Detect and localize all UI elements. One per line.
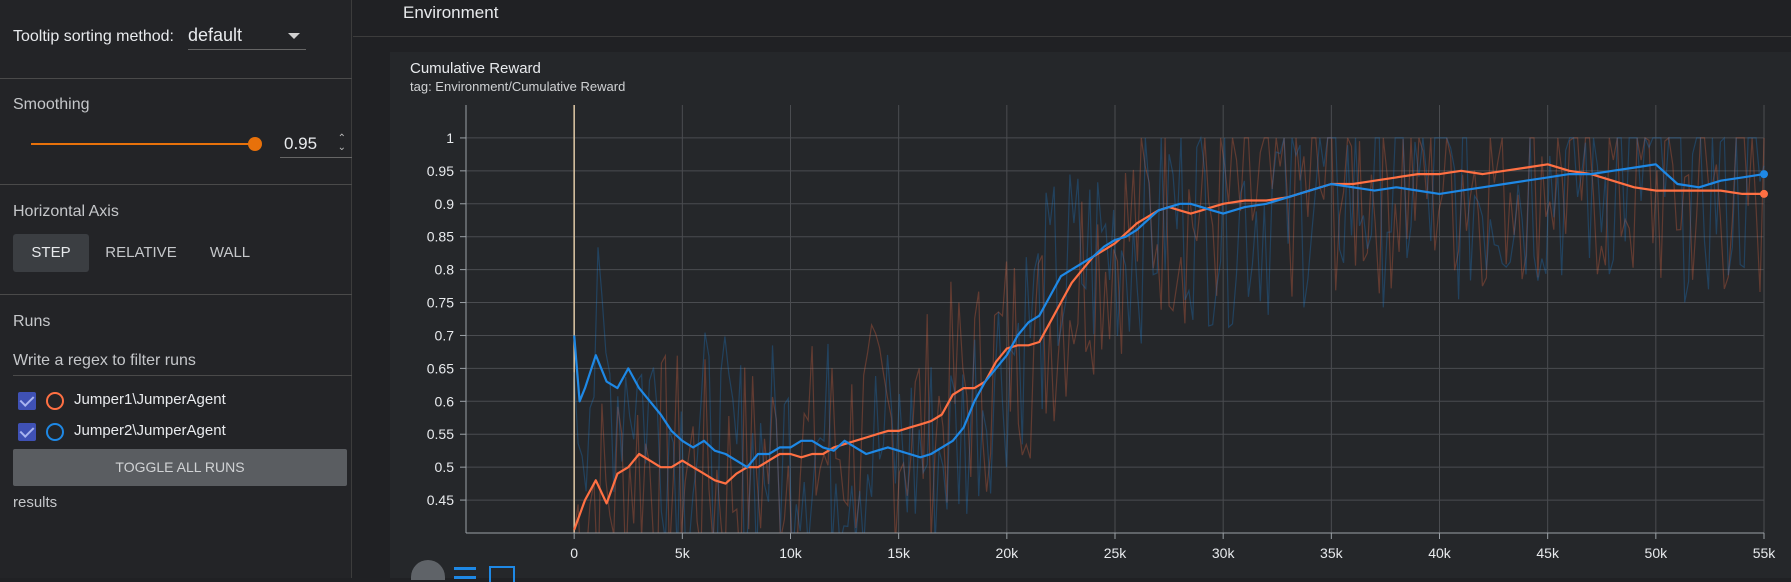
smoothing-slider-track[interactable]: [31, 143, 255, 145]
expand-icon[interactable]: [489, 566, 515, 582]
chart-subtitle: tag: Environment/Cumulative Reward: [410, 79, 626, 94]
run-filter-input[interactable]: Write a regex to filter runs: [13, 348, 352, 376]
horizontal-axis-label: Horizontal Axis: [13, 203, 119, 220]
section-title: Environment: [403, 3, 499, 22]
run-name: Jumper2\JumperAgent: [74, 422, 226, 439]
toggle-all-runs-button[interactable]: TOGGLE ALL RUNS: [13, 449, 347, 486]
section-header[interactable]: Environment: [353, 0, 1791, 37]
smoothing-label: Smoothing: [13, 96, 90, 113]
run-filter-placeholder: Write a regex to filter runs: [13, 352, 196, 369]
smoothing-input[interactable]: 0.95 ⌃ ⌄: [280, 130, 352, 158]
chart-title: Cumulative Reward: [410, 60, 541, 77]
checkbox-icon[interactable]: [18, 392, 36, 410]
tooltip-sorting-label: Tooltip sorting method:: [13, 28, 174, 45]
tooltip-sorting-value: default: [188, 25, 243, 45]
chevron-down-icon: [288, 33, 300, 39]
checkbox-icon[interactable]: [18, 423, 36, 441]
smoothing-value: 0.95: [284, 134, 318, 153]
run-color-icon: [46, 392, 64, 410]
divider: [0, 184, 352, 185]
axis-wall-button[interactable]: WALL: [209, 244, 251, 261]
sidebar: Tooltip sorting method: default Smoothin…: [0, 0, 352, 578]
run-name: Jumper1\JumperAgent: [74, 391, 226, 408]
axis-step-button[interactable]: STEP: [13, 234, 89, 272]
chart-card: [390, 52, 1791, 578]
log-scale-icon[interactable]: [454, 567, 476, 579]
runs-label: Runs: [13, 313, 51, 330]
divider: [0, 78, 352, 79]
tooltip-sorting-select[interactable]: default: [188, 22, 306, 50]
axis-relative-button[interactable]: RELATIVE: [105, 244, 177, 261]
fit-domain-icon[interactable]: [411, 560, 445, 580]
smoothing-slider-thumb[interactable]: [248, 137, 262, 151]
results-label: results: [13, 494, 58, 511]
spinner-icon[interactable]: ⌃ ⌄: [337, 133, 346, 153]
divider: [0, 294, 352, 295]
run-color-icon: [46, 423, 64, 441]
